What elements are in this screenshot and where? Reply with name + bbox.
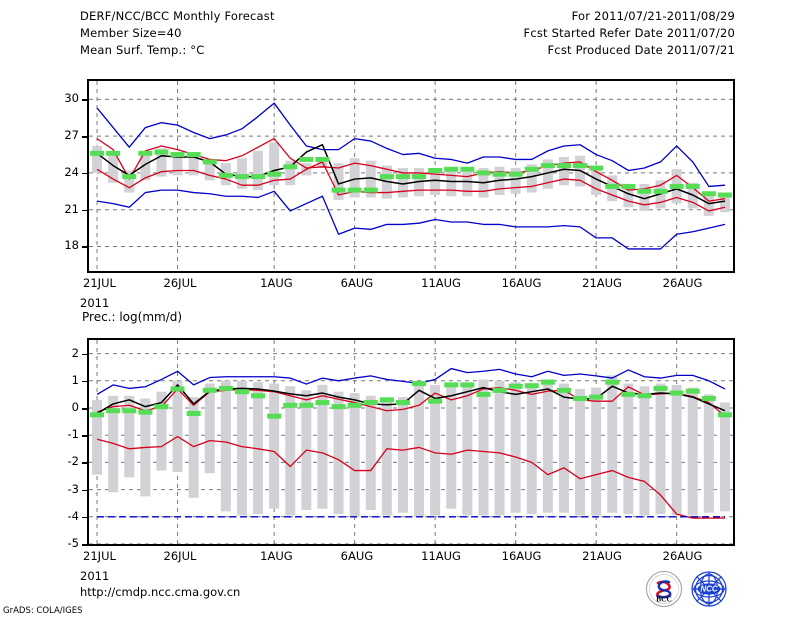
x-tick-label: 21JUL (83, 276, 116, 290)
member-size-text: Member Size=40 (80, 26, 182, 40)
ncc-logo-icon: NCC (690, 570, 728, 608)
x-tick-label: 26JUL (163, 276, 197, 290)
x-tick-label: 6AUG (340, 276, 374, 290)
y-tick-mark (82, 353, 87, 356)
y-tick-mark (82, 408, 87, 410)
precipitation-plot-frame (87, 338, 735, 546)
y-tick-mark (82, 136, 87, 138)
bcc-logo-text: BCC (656, 595, 672, 604)
grads-credit: GrADS: COLA/IGES (3, 606, 83, 616)
website-url[interactable]: http://cmdp.ncc.cma.gov.cn (80, 585, 241, 599)
y-tick-label: 30 (64, 91, 79, 106)
y-tick-mark (82, 435, 87, 437)
y-tick-label: 1 (71, 372, 79, 387)
y-tick-mark (82, 380, 87, 383)
forecast-produced-date-text: Fcst Produced Date 2011/07/21 (547, 43, 735, 57)
y-tick-label: 24 (64, 164, 79, 179)
y-tick-mark (82, 462, 87, 464)
forecast-period-text: For 2011/07/21-2011/08/29 (571, 9, 735, 23)
x-tick-label: 11AUG (421, 276, 461, 290)
x-axis-year-bottom: 2011 (80, 569, 110, 583)
y-tick-label: 27 (64, 128, 79, 143)
y-tick-mark (82, 209, 87, 212)
y-tick-mark (82, 544, 87, 546)
y-tick-label: 18 (64, 238, 79, 253)
variable-label: Mean Surf. Temp.: °C (80, 43, 205, 57)
y-tick-label: 21 (64, 201, 79, 216)
y-tick-label: -4 (67, 508, 79, 523)
ncc-logo-text: NCC (700, 585, 718, 594)
y-tick-mark (82, 516, 87, 519)
y-tick-label: -3 (67, 481, 79, 496)
x-tick-label: 21JUL (83, 549, 116, 563)
y-tick-mark (82, 246, 87, 248)
y-tick-label: 0 (71, 400, 79, 414)
y-tick-mark (82, 489, 87, 492)
x-tick-label: 26AUG (662, 549, 703, 563)
bcc-logo-icon: BCC (645, 570, 683, 608)
x-tick-label: 16AUG (501, 549, 542, 563)
x-tick-label: 16AUG (501, 276, 542, 290)
x-tick-label: 1AUG (260, 276, 293, 290)
x-tick-label: 11AUG (421, 549, 461, 563)
x-tick-label: 6AUG (340, 549, 374, 563)
y-tick-label: -2 (67, 454, 79, 469)
precipitation-plot-svg (89, 340, 733, 544)
y-tick-label: 2 (71, 345, 79, 360)
x-tick-label: 26AUG (662, 276, 703, 290)
precipitation-axis-title: Prec.: log(mm/d) (82, 310, 183, 324)
y-tick-mark (82, 99, 87, 101)
temperature-plot-frame (87, 79, 735, 273)
forecast-start-date-text: Fcst Started Refer Date 2011/07/20 (523, 26, 735, 40)
x-tick-label: 1AUG (260, 549, 293, 563)
x-tick-label: 21AUG (582, 276, 622, 290)
x-tick-label: 21AUG (582, 549, 622, 563)
y-tick-mark (82, 172, 87, 175)
y-tick-label: -1 (67, 427, 79, 442)
logo-group: BCC NCC (645, 570, 740, 608)
temperature-plot-svg (89, 81, 733, 271)
x-tick-label: 26JUL (163, 549, 197, 563)
x-axis-year-top: 2011 (80, 296, 110, 310)
y-tick-label: -5 (67, 536, 79, 550)
chart-title: DERF/NCC/BCC Monthly Forecast (80, 9, 275, 23)
